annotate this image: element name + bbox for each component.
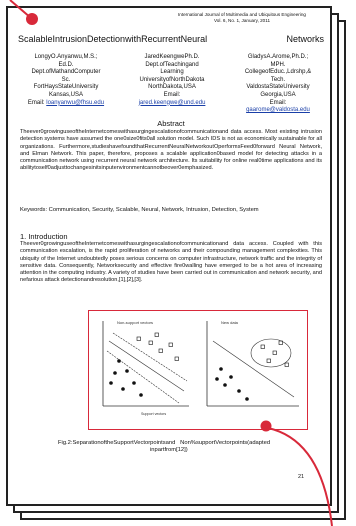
introduction-heading: 1. Introduction <box>20 232 68 241</box>
author-degree: Dept.ofTeachingand <box>145 61 199 68</box>
author-dept: Learning <box>160 69 184 76</box>
figure-caption: Fig.2:SeparationoftheSupportVectorpoints… <box>58 440 308 455</box>
author-1: LongyO.Anyanwu,M.S.; Ed.D. Dept.ofMathan… <box>20 54 112 115</box>
author-name: LongyO.Anyanwu,M.S.; <box>34 54 98 60</box>
author-email-link[interactable]: jared.keengwe@und.edu <box>138 99 206 106</box>
author-name: JaredKeengwePh.D. <box>144 54 200 60</box>
journal-name: International Journal of Multimedia and … <box>178 12 306 17</box>
author-city: Email: <box>163 91 181 98</box>
introduction-body: Theever0growinguseoftheInternetcomeswith… <box>20 241 322 284</box>
author-school: FortHaysStateUniversity <box>33 84 99 91</box>
author-email-row: Email: loanyanwu@fhsu.edu <box>20 100 112 108</box>
paper-title-main: ScalableIntrusionDetectionwithRecurrentN… <box>18 34 208 44</box>
front-page: International Journal of Multimedia and … <box>6 6 332 506</box>
author-block: LongyO.Anyanwu,M.S.; Ed.D. Dept.ofMathan… <box>20 54 324 115</box>
journal-header: International Journal of Multimedia and … <box>158 12 326 24</box>
paper-title: ScalableIntrusionDetectionwithRecurrentN… <box>18 34 324 45</box>
author-degree: MPH. <box>270 61 286 68</box>
author-3: GladysA.Arome,Ph.D.; MPH. CollegeofEduc.… <box>232 54 324 115</box>
author-dept: Dept.ofMathandComputer <box>31 69 101 76</box>
author-name: GladysA.Arome,Ph.D.; <box>247 54 309 60</box>
caption-part-1: Fig.2:SeparationoftheSupportVectorpoints… <box>58 440 176 446</box>
highlighted-figure[interactable]: Non-support vectors Su <box>88 310 308 430</box>
author-email-label-row: Email: <box>269 99 287 106</box>
left-plot-sublabel: Support vectors <box>141 412 166 416</box>
author-dept-2: Tech. <box>270 76 286 83</box>
author-email-link[interactable]: gaarome@valdosta.edu <box>246 107 310 114</box>
author-email-label: Email: <box>27 99 45 106</box>
right-plot: New data <box>206 320 299 407</box>
author-city: Georgia,USA <box>260 91 296 98</box>
author-email-row: jared.keengwe@und.edu <box>126 100 218 108</box>
author-school: NorthDakota,USA <box>148 84 196 91</box>
author-2: JaredKeengwePh.D. Dept.ofTeachingand Lea… <box>126 54 218 115</box>
author-dept-2: Sc. <box>61 76 71 83</box>
left-plot-label: Non-support vectors <box>117 320 153 325</box>
paper-title-end: Networks <box>286 34 324 44</box>
right-plot-label: New data <box>221 320 239 325</box>
caption-part-2: Non%supportVectorpoints(adapted <box>180 440 271 446</box>
abstract-heading: Abstract <box>157 119 185 128</box>
journal-volume: Vol. 6, No. 1, January, 2011 <box>213 18 270 23</box>
figure-illustration: Non-support vectors Su <box>102 320 299 416</box>
caption-part-3: inpartfrom[12]) <box>150 447 188 454</box>
left-plot: Non-support vectors Su <box>102 320 189 416</box>
author-dept-2: UniversityofNorthDakota <box>139 76 205 83</box>
abstract-body: Theever0growinguseoftheInternetcomeswith… <box>20 129 322 172</box>
page-number: 21 <box>298 474 305 480</box>
author-city: Kansas,USA <box>48 91 84 98</box>
keywords: Keywords: Communication, Security, Scala… <box>20 207 259 213</box>
author-degree: Ed.D. <box>58 61 74 68</box>
author-dept: CollegeofEduc.,Ldrshp,& <box>244 69 312 76</box>
author-school: ValdostaStateUniversity <box>246 84 310 91</box>
author-email-link[interactable]: loanyanwu@fhsu.edu <box>46 99 105 106</box>
